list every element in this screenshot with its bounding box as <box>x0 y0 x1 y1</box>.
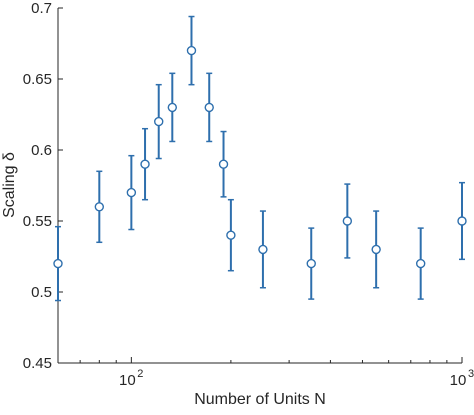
point-marker <box>94 202 105 212</box>
x-tick-label: 10 <box>450 372 467 389</box>
data-point <box>167 72 178 143</box>
y-tick-label: 0.6 <box>31 142 52 159</box>
y-tick-label: 0.5 <box>31 284 52 301</box>
point-marker <box>154 116 164 127</box>
x-ticks: 10 2 10 3 <box>119 357 474 389</box>
data-point <box>306 227 316 300</box>
axes <box>57 8 462 364</box>
x-tick-label: 10 <box>119 372 136 389</box>
series-points <box>53 15 467 302</box>
data-point <box>126 154 137 231</box>
point-marker <box>415 258 426 269</box>
point-marker <box>140 159 150 169</box>
x-tick-exponent: 2 <box>137 368 143 380</box>
data-point <box>342 183 353 259</box>
point-marker <box>186 45 197 56</box>
point-marker <box>258 244 268 255</box>
y-tick-label: 0.55 <box>23 213 52 230</box>
plot-area <box>58 8 462 363</box>
data-point <box>204 72 214 143</box>
point-marker <box>457 216 467 226</box>
point-marker <box>167 102 178 113</box>
data-point <box>94 170 105 244</box>
data-point <box>258 210 268 289</box>
data-point <box>53 225 63 302</box>
data-point <box>415 227 426 300</box>
data-point <box>218 130 229 198</box>
point-marker <box>53 258 63 269</box>
y-tick-label: 0.45 <box>23 355 52 372</box>
point-marker <box>226 230 236 240</box>
x-axis-title: Number of Units N <box>194 391 326 408</box>
data-point <box>457 181 467 261</box>
data-point <box>154 83 164 160</box>
point-marker <box>126 187 137 198</box>
y-tick-label: 0.65 <box>23 71 52 88</box>
point-marker <box>204 102 214 113</box>
data-point <box>186 15 197 86</box>
data-point <box>140 127 150 201</box>
data-point <box>371 210 381 289</box>
y-tick-label: 0.7 <box>31 0 52 17</box>
point-marker <box>342 216 353 226</box>
point-marker <box>218 159 229 169</box>
point-marker <box>306 258 316 269</box>
x-tick-exponent: 3 <box>468 368 474 380</box>
point-marker <box>371 244 381 255</box>
data-point <box>226 198 236 272</box>
y-ticks: 0.45 0.5 0.55 0.6 0.65 0.7 <box>23 0 63 372</box>
y-axis-title: Scaling δ <box>1 152 18 218</box>
